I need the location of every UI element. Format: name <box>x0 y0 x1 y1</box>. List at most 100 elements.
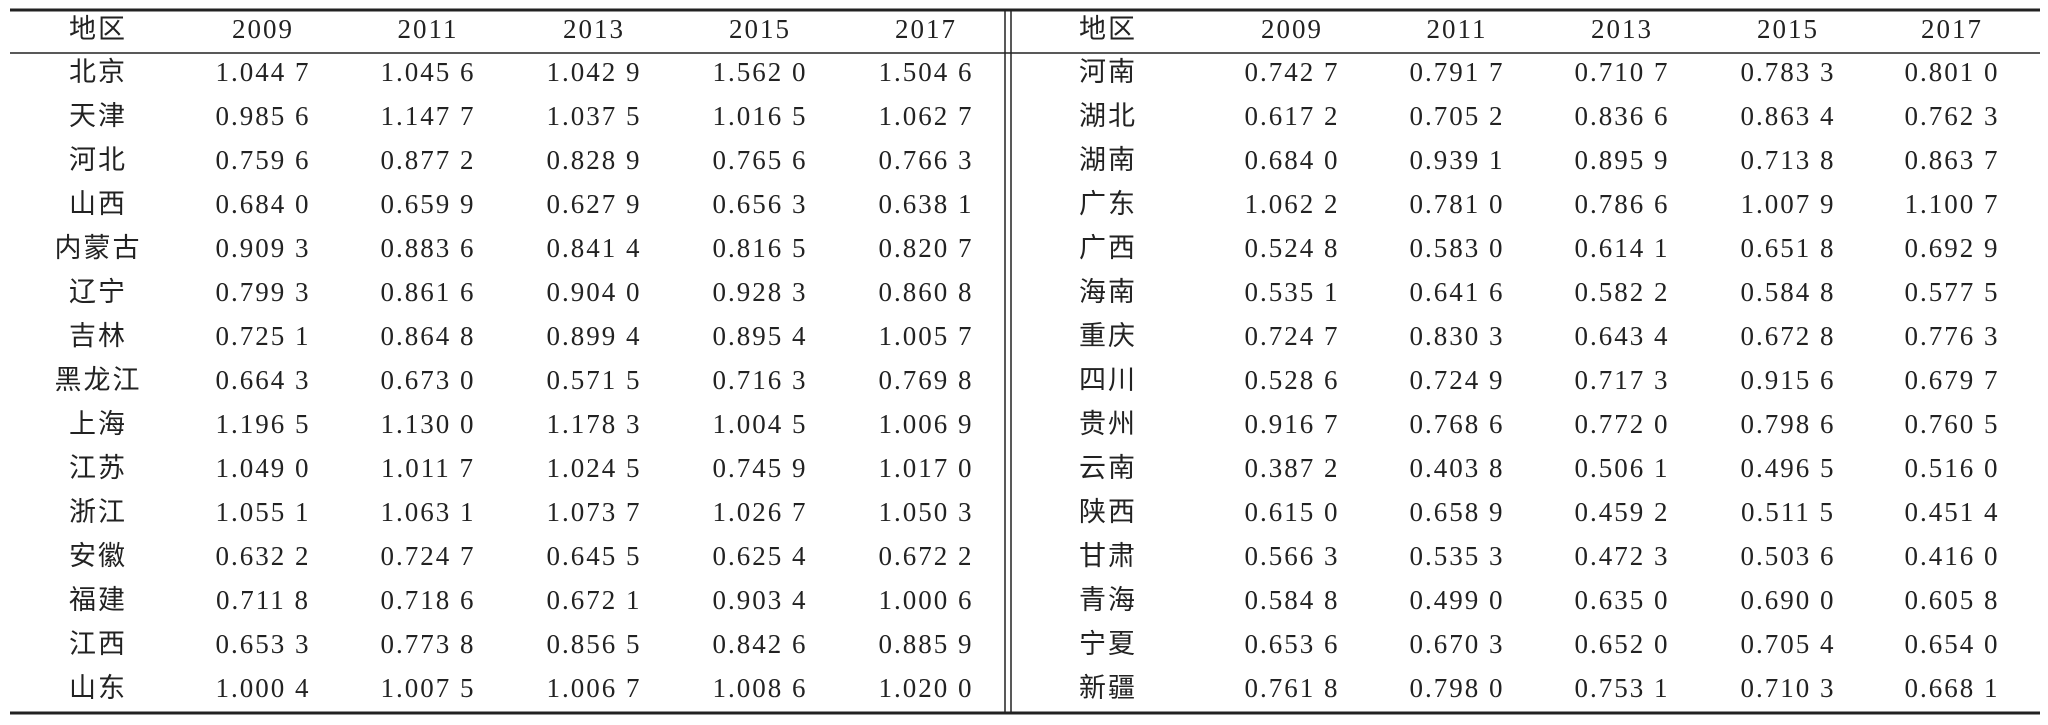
region-cell: 吉林 <box>69 321 127 351</box>
value-cell: 0.724 7 <box>381 541 476 571</box>
value-cell: 0.625 4 <box>713 541 808 571</box>
value-cell: 0.786 6 <box>1575 189 1670 219</box>
value-cell: 0.724 7 <box>1245 321 1340 351</box>
region-cell: 陕西 <box>1079 497 1137 527</box>
value-cell: 1.178 3 <box>547 409 642 439</box>
region-cell: 四川 <box>1079 365 1137 395</box>
value-cell: 0.535 3 <box>1410 541 1505 571</box>
region-cell: 天津 <box>69 101 127 131</box>
value-cell: 0.877 2 <box>381 145 476 175</box>
region-cell: 新疆 <box>1079 673 1137 703</box>
region-cell: 浙江 <box>69 497 127 527</box>
header-year: 2013 <box>563 14 625 44</box>
value-cell: 0.791 7 <box>1410 57 1505 87</box>
value-cell: 0.506 1 <box>1575 453 1670 483</box>
value-cell: 0.679 7 <box>1905 365 2000 395</box>
value-cell: 0.684 0 <box>1245 145 1340 175</box>
region-cell: 辽宁 <box>69 277 127 307</box>
value-cell: 0.830 3 <box>1410 321 1505 351</box>
value-cell: 1.130 0 <box>381 409 476 439</box>
value-cell: 0.766 3 <box>879 145 974 175</box>
value-cell: 1.045 6 <box>381 57 476 87</box>
value-cell: 0.584 8 <box>1741 277 1836 307</box>
value-cell: 0.582 2 <box>1575 277 1670 307</box>
value-cell: 0.883 6 <box>381 233 476 263</box>
value-cell: 0.742 7 <box>1245 57 1340 87</box>
value-cell: 0.781 0 <box>1410 189 1505 219</box>
value-cell: 0.885 9 <box>879 629 974 659</box>
value-cell: 0.690 0 <box>1741 585 1836 615</box>
value-cell: 0.713 8 <box>1741 145 1836 175</box>
value-cell: 0.772 0 <box>1575 409 1670 439</box>
value-cell: 0.632 2 <box>216 541 311 571</box>
region-cell: 湖北 <box>1079 101 1137 131</box>
value-cell: 0.801 0 <box>1905 57 2000 87</box>
value-cell: 0.511 5 <box>1741 497 1835 527</box>
value-cell: 0.836 6 <box>1575 101 1670 131</box>
value-cell: 0.745 9 <box>713 453 808 483</box>
value-cell: 0.861 6 <box>381 277 476 307</box>
value-cell: 1.063 1 <box>381 497 476 527</box>
region-cell: 福建 <box>69 585 127 615</box>
value-cell: 0.627 9 <box>547 189 642 219</box>
value-cell: 1.100 7 <box>1905 189 2000 219</box>
value-cell: 1.049 0 <box>216 453 311 483</box>
value-cell: 0.566 3 <box>1245 541 1340 571</box>
value-cell: 0.670 3 <box>1410 629 1505 659</box>
header-year: 2009 <box>232 14 294 44</box>
value-cell: 0.916 7 <box>1245 409 1340 439</box>
value-cell: 0.459 2 <box>1575 497 1670 527</box>
value-cell: 0.725 1 <box>216 321 311 351</box>
value-cell: 0.651 8 <box>1741 233 1836 263</box>
value-cell: 0.684 0 <box>216 189 311 219</box>
header-year: 2013 <box>1591 14 1653 44</box>
value-cell: 0.528 6 <box>1245 365 1340 395</box>
value-cell: 1.026 7 <box>713 497 808 527</box>
value-cell: 1.017 0 <box>879 453 974 483</box>
region-cell: 河北 <box>69 145 127 175</box>
value-cell: 0.416 0 <box>1905 541 2000 571</box>
region-cell: 广西 <box>1079 233 1137 263</box>
value-cell: 0.928 3 <box>713 277 808 307</box>
value-cell: 1.007 5 <box>381 673 476 703</box>
value-cell: 1.020 0 <box>879 673 974 703</box>
value-cell: 0.605 8 <box>1905 585 2000 615</box>
value-cell: 0.820 7 <box>879 233 974 263</box>
value-cell: 0.584 8 <box>1245 585 1340 615</box>
value-cell: 1.006 9 <box>879 409 974 439</box>
value-cell: 0.899 4 <box>547 321 642 351</box>
value-cell: 0.856 5 <box>547 629 642 659</box>
region-cell: 安徽 <box>69 541 127 571</box>
region-cell: 宁夏 <box>1079 629 1137 659</box>
value-cell: 0.799 3 <box>216 277 311 307</box>
value-cell: 0.798 0 <box>1410 673 1505 703</box>
value-cell: 0.653 6 <box>1245 629 1340 659</box>
value-cell: 0.403 8 <box>1410 453 1505 483</box>
region-cell: 贵州 <box>1079 409 1137 439</box>
header-region: 地区 <box>69 14 127 44</box>
header-year: 2015 <box>1757 14 1819 44</box>
value-cell: 0.895 9 <box>1575 145 1670 175</box>
value-cell: 0.658 9 <box>1410 497 1505 527</box>
value-cell: 0.985 6 <box>216 101 311 131</box>
region-cell: 广东 <box>1079 189 1137 219</box>
value-cell: 0.909 3 <box>216 233 311 263</box>
value-cell: 0.717 3 <box>1575 365 1670 395</box>
value-cell: 1.196 5 <box>216 409 311 439</box>
value-cell: 0.668 1 <box>1905 673 2000 703</box>
value-cell: 0.705 4 <box>1741 629 1836 659</box>
value-cell: 0.638 1 <box>879 189 974 219</box>
value-cell: 1.055 1 <box>216 497 311 527</box>
header-year: 2011 <box>398 14 459 44</box>
value-cell: 1.504 6 <box>879 57 974 87</box>
region-cell: 江西 <box>69 629 127 659</box>
value-cell: 0.641 6 <box>1410 277 1505 307</box>
value-cell: 0.863 4 <box>1741 101 1836 131</box>
value-cell: 0.503 6 <box>1741 541 1836 571</box>
value-cell: 1.024 5 <box>547 453 642 483</box>
value-cell: 0.864 8 <box>381 321 476 351</box>
header-year: 2011 <box>1427 14 1488 44</box>
value-cell: 0.753 1 <box>1575 673 1670 703</box>
value-cell: 0.841 4 <box>547 233 642 263</box>
